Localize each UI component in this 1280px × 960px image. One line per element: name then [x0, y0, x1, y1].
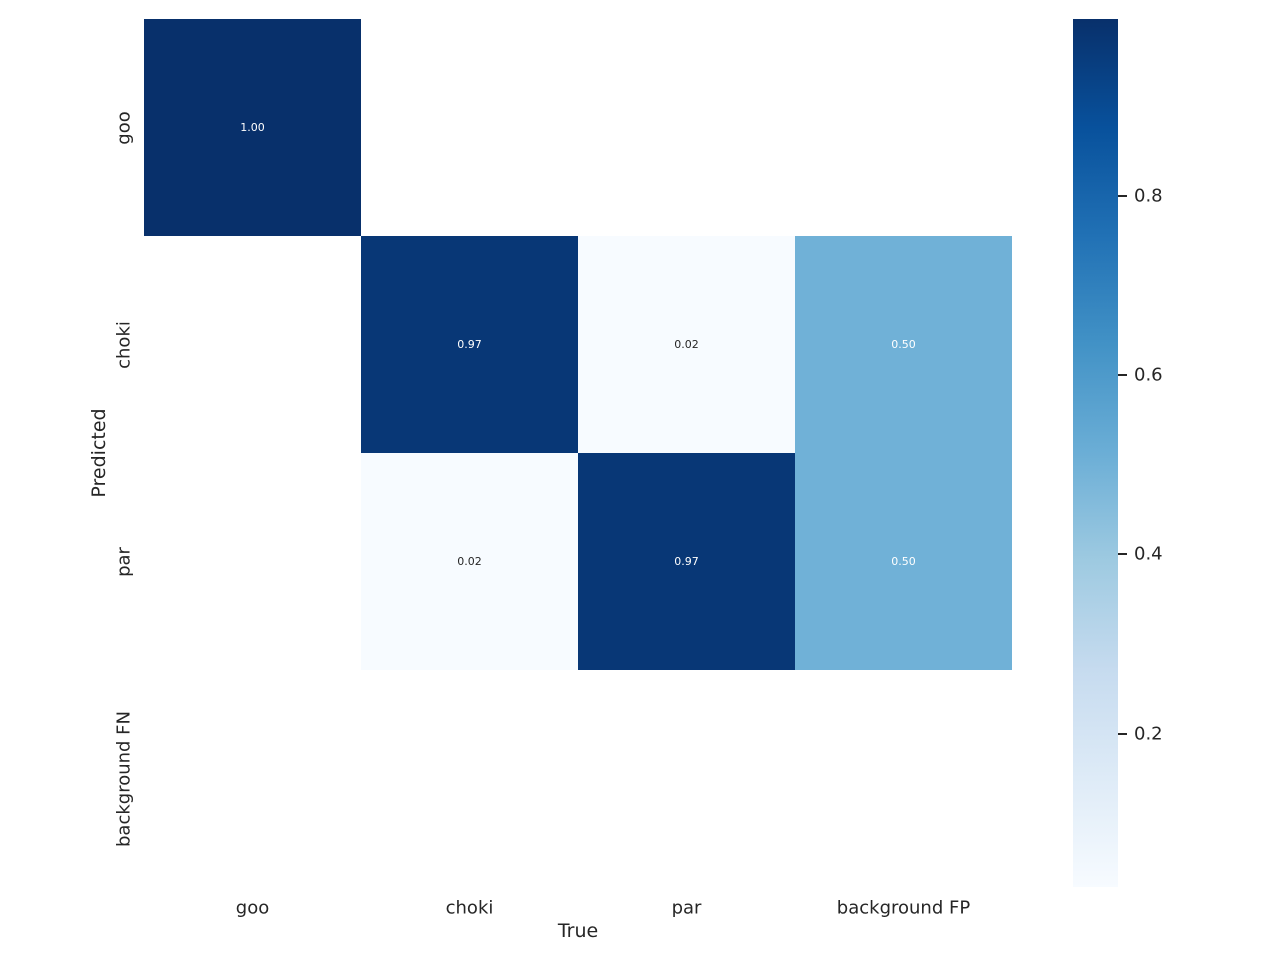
x-tick-label: choki — [445, 897, 494, 919]
heatmap-cell: 0.02 — [361, 453, 578, 670]
cell-value: 0.97 — [674, 555, 699, 568]
colorbar-tick-mark — [1118, 732, 1127, 735]
x-tick-label: background FP — [836, 897, 971, 919]
cell-value: 0.02 — [674, 338, 699, 351]
colorbar-tick-label: 0.2 — [1134, 723, 1163, 745]
cell-value: 0.97 — [457, 338, 482, 351]
colorbar-tick-label: 0.8 — [1134, 185, 1163, 207]
y-tick-label: goo — [113, 110, 135, 145]
y-tick-label: par — [113, 546, 135, 577]
heatmap-cell: 0.50 — [795, 236, 1012, 453]
cell-value: 0.02 — [457, 555, 482, 568]
x-tick-label: goo — [235, 897, 270, 919]
y-axis-label: Predicted — [88, 408, 110, 498]
heatmap-cell: 0.50 — [795, 453, 1012, 670]
x-tick-label: par — [671, 897, 702, 919]
y-tick-label: choki — [113, 320, 135, 369]
x-axis-label: True — [557, 920, 599, 942]
colorbar-tick-label: 0.6 — [1134, 364, 1163, 386]
heatmap-cell: 0.02 — [578, 236, 795, 453]
colorbar-tick-mark — [1118, 553, 1127, 556]
colorbar-tick-mark — [1118, 194, 1127, 197]
colorbar-tick-label: 0.4 — [1134, 543, 1163, 565]
colorbar-tick-mark — [1118, 373, 1127, 376]
cell-value: 1.00 — [240, 121, 265, 134]
heatmap-cell: 0.97 — [361, 236, 578, 453]
y-tick-label: background FN — [113, 710, 135, 847]
colorbar: 0.8 0.6 0.4 0.2 — [1073, 19, 1163, 887]
heatmap-cell: 0.97 — [578, 453, 795, 670]
heatmap-cell: 1.00 — [144, 19, 361, 236]
cell-value: 0.50 — [891, 555, 916, 568]
heatmap-grid: 1.00 0.97 0.02 0.50 0.02 0.97 0.50 — [144, 19, 1012, 887]
colorbar-gradient — [1073, 19, 1118, 887]
cell-value: 0.50 — [891, 338, 916, 351]
